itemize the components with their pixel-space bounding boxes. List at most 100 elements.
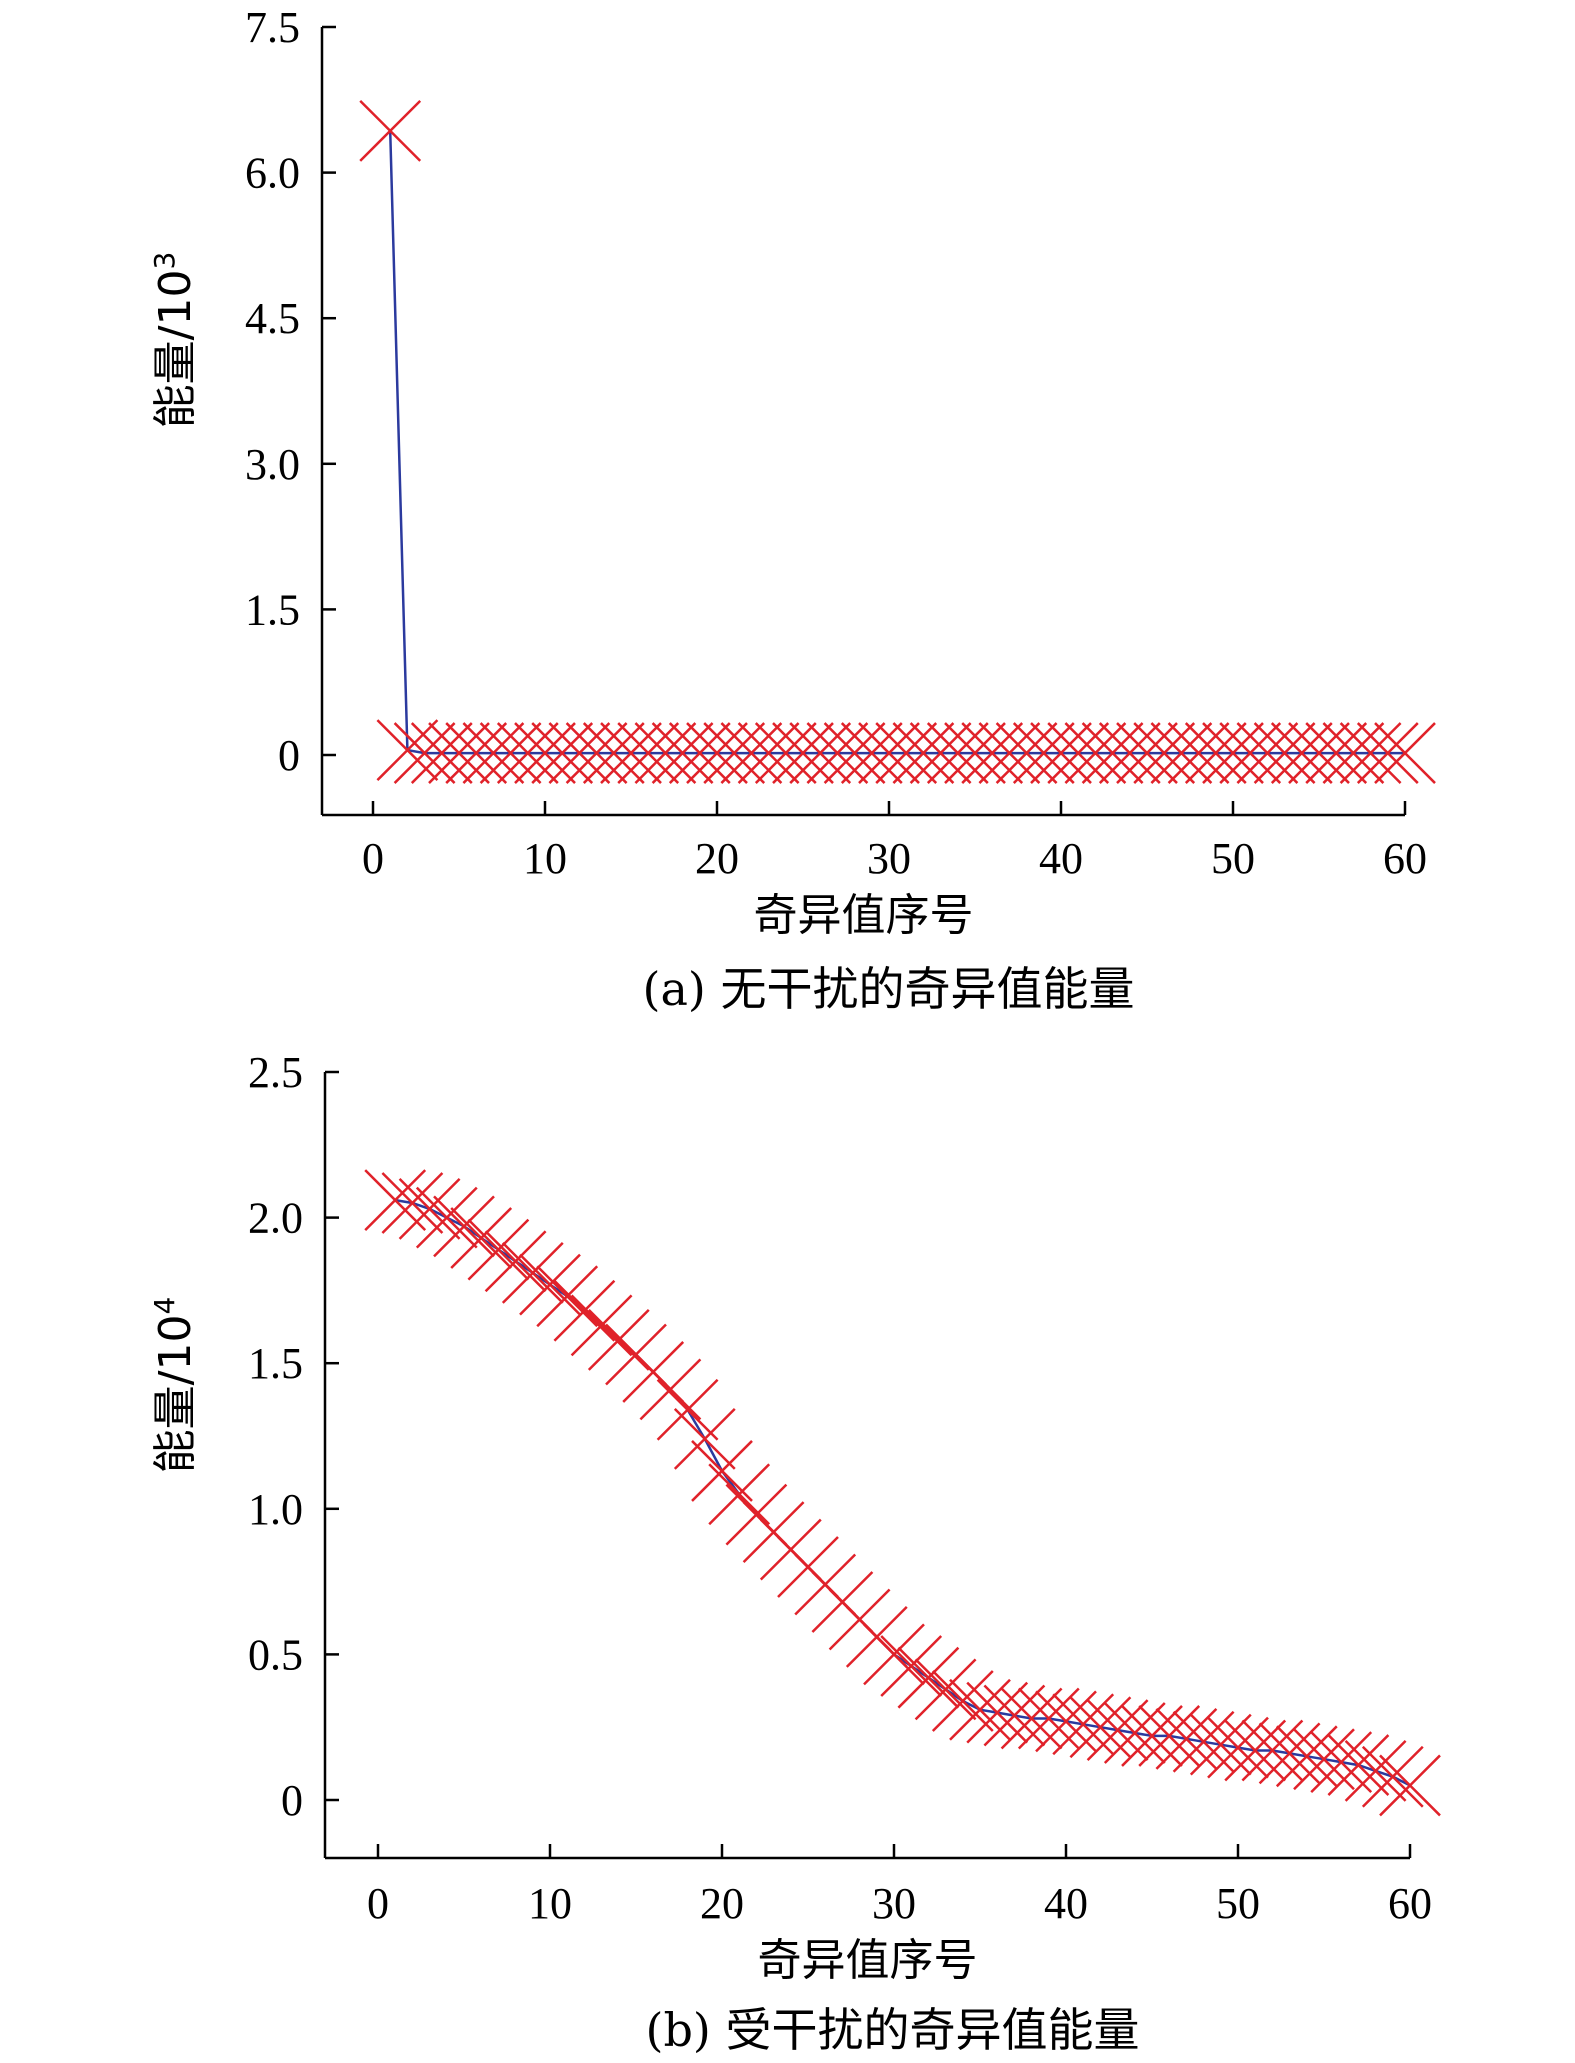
series-line — [388, 130, 1405, 755]
data-point-marker — [863, 1623, 925, 1686]
y-axis-label: 能量/103 — [148, 252, 201, 429]
data-point-marker — [880, 1635, 943, 1697]
data-point-marker — [668, 722, 731, 784]
data-point-marker — [639, 1358, 702, 1421]
data-point-marker — [445, 722, 508, 784]
y-axis-label-exponent: 3 — [148, 252, 181, 270]
data-point-marker — [909, 722, 972, 784]
data-point-marker — [1327, 1734, 1390, 1796]
data-point-marker — [651, 722, 714, 784]
chart-b: 0 0.5 1.0 1.5 2.0 2.5 0 10 20 30 40 50 60 奇异值序号 能量/104… — [148, 1048, 1441, 2057]
data-point-marker — [931, 1670, 994, 1732]
data-point-marker — [450, 1207, 513, 1269]
data-point-marker — [1305, 722, 1368, 784]
data-point-marker — [415, 1186, 478, 1249]
data-point-marker — [536, 1265, 599, 1328]
data-point-marker — [410, 722, 473, 784]
data-point-marker — [634, 722, 697, 784]
data-point-marker — [914, 1658, 977, 1721]
data-point-marker — [1224, 1719, 1287, 1782]
data-point-marker — [983, 1684, 1046, 1747]
data-point-marker — [376, 719, 439, 782]
y-tick-label: 1.5 — [248, 1339, 303, 1388]
data-point-marker — [806, 722, 869, 784]
data-point-marker — [1288, 722, 1350, 784]
data-point-marker — [1236, 722, 1299, 784]
data-point-marker — [656, 1378, 719, 1441]
data-point-marker — [995, 722, 1058, 784]
data-point-marker — [1344, 1739, 1407, 1802]
data-point-marker — [501, 1242, 564, 1304]
data-point-marker — [496, 722, 559, 784]
data-point-marker — [479, 722, 542, 784]
data-point-marker — [398, 1177, 461, 1240]
data-point-marker — [772, 722, 834, 784]
x-tick-label: 50 — [1216, 1879, 1260, 1928]
data-point-marker — [823, 722, 886, 784]
data-point-marker — [548, 722, 611, 784]
data-point-marker — [1116, 722, 1178, 784]
x-tick-label: 0 — [367, 1879, 389, 1928]
x-tick-label: 60 — [1383, 834, 1427, 883]
data-point-marker — [462, 722, 525, 784]
data-point-marker — [1207, 1716, 1269, 1779]
data-point-marker — [1219, 722, 1282, 784]
data-point-marker — [1103, 1702, 1166, 1764]
data-point-marker — [944, 722, 1006, 784]
data-point-marker — [531, 722, 594, 784]
data-point-marker — [754, 722, 817, 784]
data-point-marker — [840, 722, 903, 784]
y-tick-label: 0.5 — [248, 1630, 303, 1679]
y-tick-label: 0 — [278, 731, 300, 780]
data-point-marker — [553, 1279, 616, 1342]
data-point-marker — [875, 722, 938, 784]
data-point-marker — [892, 722, 955, 784]
data-point-marker — [1270, 722, 1333, 784]
data-point-marker — [1012, 722, 1075, 784]
x-tick-label: 20 — [695, 834, 739, 883]
data-point-marker — [582, 722, 645, 784]
y-axis-label-exponent: 4 — [148, 1297, 181, 1315]
x-tick-label: 10 — [528, 1879, 572, 1928]
data-point-marker — [1253, 722, 1316, 784]
chart-a: 0 1.5 3.0 4.5 6.0 7.5 0 10 20 30 40 50 60 奇异值序号 能量/103… — [148, 3, 1436, 1016]
data-point-marker — [393, 722, 456, 784]
y-tick-label: 2.5 — [248, 1048, 303, 1097]
x-tick-label: 20 — [700, 1879, 744, 1928]
x-axis-label: 奇异值序号 — [758, 1935, 978, 1986]
data-point-marker — [1374, 722, 1436, 784]
data-point-marker — [1133, 722, 1196, 784]
data-point-marker — [686, 722, 748, 784]
data-point-marker — [1339, 722, 1402, 784]
chart-caption: (a) 无干扰的奇异值能量 — [643, 962, 1135, 1016]
data-point-marker — [1184, 722, 1247, 784]
data-point-marker — [433, 1195, 495, 1258]
data-point-marker — [1202, 722, 1264, 784]
data-point-marker — [737, 722, 800, 784]
data-point-marker — [708, 1463, 771, 1526]
data-point-marker — [1379, 1754, 1441, 1817]
data-point-marker — [926, 722, 989, 784]
y-tick-label: 3.0 — [245, 440, 300, 489]
data-point-marker — [961, 722, 1024, 784]
data-point-marker — [1121, 1705, 1183, 1767]
data-point-marker — [484, 1230, 547, 1293]
y-tick-label: 4.5 — [245, 294, 300, 343]
x-tick-label: 40 — [1044, 1879, 1088, 1928]
data-point-marker — [1310, 1731, 1373, 1794]
y-tick-label: 1.5 — [245, 585, 300, 634]
data-point-marker — [720, 722, 783, 784]
data-point-marker — [1322, 722, 1385, 784]
data-point-marker — [789, 722, 852, 784]
data-point-marker — [364, 1169, 427, 1232]
data-point-marker — [467, 1218, 530, 1281]
y-tick-label: 1.0 — [248, 1485, 303, 1534]
data-point-marker — [381, 1172, 444, 1234]
data-point-marker — [1000, 1687, 1063, 1750]
data-point-marker — [1150, 722, 1213, 784]
data-point-marker — [1030, 722, 1092, 784]
data-point-marker — [600, 722, 662, 784]
data-point-marker — [703, 722, 766, 784]
data-point-marker — [587, 1309, 650, 1371]
